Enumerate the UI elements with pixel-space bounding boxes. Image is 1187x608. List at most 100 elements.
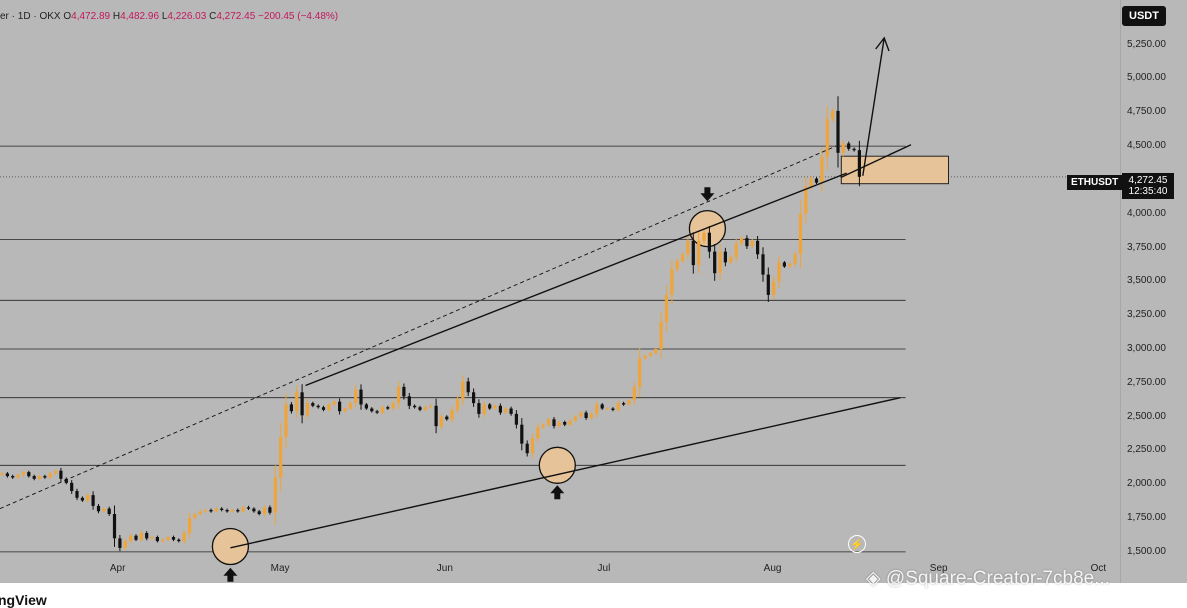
candle-down	[611, 408, 615, 410]
candle-up	[627, 400, 631, 405]
lightning-icon[interactable]: ⚡	[848, 535, 866, 553]
chart-area[interactable]	[0, 0, 1120, 583]
watermark: ◈ @Square-Creator-7cb8e...	[866, 567, 1110, 590]
candle-up	[648, 353, 652, 356]
open-value: 4,472.89	[71, 11, 111, 22]
candle-down	[91, 495, 95, 506]
ohlc-legend: er · 1D · OKX O4,472.89 H4,482.96 L4,226…	[0, 11, 339, 22]
dashed-trend-line	[0, 145, 837, 510]
candle-down	[359, 389, 363, 405]
candle-up	[632, 386, 636, 401]
candle-down	[514, 413, 518, 425]
price-tick-label: 3,250.00	[1127, 309, 1166, 321]
candle-down	[134, 535, 138, 540]
candle-down	[107, 508, 111, 514]
price-tick-label: 4,500.00	[1127, 140, 1166, 152]
candle-down	[220, 508, 224, 510]
candle-up	[423, 407, 427, 410]
candle-up	[670, 269, 674, 295]
candle-down	[600, 404, 604, 409]
candle-up	[284, 404, 288, 437]
candle-up	[0, 473, 4, 475]
price-tick-label: 1,500.00	[1127, 545, 1166, 557]
candle-down	[252, 508, 256, 512]
candle-up	[606, 408, 610, 410]
candle-up	[37, 476, 42, 479]
candle-down	[209, 510, 213, 512]
candle-up	[214, 508, 218, 512]
candle-down	[32, 476, 36, 479]
candle-down	[814, 178, 819, 183]
candle-down	[268, 507, 272, 513]
candle-up	[263, 507, 267, 515]
candle-up	[150, 537, 154, 539]
candle-up	[343, 408, 347, 412]
candle-up	[439, 416, 443, 427]
candle-down	[321, 407, 326, 410]
candle-up	[659, 321, 663, 349]
candle-down	[498, 405, 502, 413]
trend-line	[305, 172, 847, 387]
projection-arrow-line	[862, 37, 885, 176]
candle-up	[279, 436, 283, 478]
time-tick-label: Apr	[109, 563, 126, 574]
price-tick-label: 2,250.00	[1127, 444, 1166, 456]
candle-down	[761, 254, 765, 275]
candle-up	[579, 412, 583, 417]
price-tick-label: 4,000.00	[1127, 207, 1166, 219]
candle-up	[305, 403, 310, 416]
candle-down	[11, 476, 15, 478]
candle-up	[295, 392, 299, 412]
candle-down	[445, 416, 449, 420]
candle-up	[348, 403, 352, 409]
candle-down	[386, 407, 390, 409]
candle-up	[166, 537, 170, 540]
candle-down	[370, 408, 374, 412]
candle-up	[638, 358, 642, 387]
candle-down	[338, 401, 342, 412]
close-value: 4,272.45	[216, 11, 256, 22]
price-tick-label: 2,000.00	[1127, 478, 1166, 490]
candle-up	[772, 281, 776, 295]
candle-down	[27, 472, 31, 477]
candle-down	[145, 533, 149, 539]
candle-down	[112, 514, 117, 539]
candle-up	[273, 477, 277, 513]
projection-arrow-head	[875, 36, 890, 52]
candle-down	[418, 407, 422, 410]
candle-up	[198, 511, 202, 514]
arrow-up-icon	[550, 485, 565, 500]
candle-up	[391, 403, 395, 409]
candle-up	[573, 416, 577, 421]
candle-up	[750, 240, 754, 247]
candle-up	[241, 507, 245, 512]
candle-down	[236, 510, 240, 512]
candle-up	[504, 408, 508, 413]
candle-down	[177, 539, 181, 542]
candle-down	[745, 238, 749, 247]
candle-down	[246, 507, 251, 509]
candle-up	[530, 438, 535, 454]
candle-up	[616, 403, 620, 410]
time-tick-label: May	[270, 563, 290, 574]
candle-up	[123, 541, 127, 548]
candle-down	[622, 403, 626, 405]
candle-up	[450, 409, 454, 420]
candle-up	[804, 186, 808, 214]
price-chart[interactable]	[0, 0, 1120, 583]
candle-up	[718, 251, 722, 274]
candle-up	[541, 424, 545, 428]
candle-down	[70, 482, 74, 491]
candle-down	[96, 505, 101, 512]
candle-down	[43, 476, 47, 478]
candle-up	[193, 514, 197, 519]
time-tick-label: Aug	[763, 563, 782, 574]
watermark-text: @Square-Creator-7cb8e...	[885, 568, 1111, 589]
currency-button[interactable]: USDT	[1122, 6, 1166, 26]
candle-down	[509, 408, 513, 414]
candle-down	[723, 251, 727, 263]
bar-countdown: 12:35:40	[1128, 186, 1168, 197]
price-axis[interactable]: 1,500.00 1,750.00 2,000.00 2,250.00 2,500.00…	[1120, 0, 1187, 583]
candle-down	[847, 143, 851, 149]
candle-down	[472, 392, 476, 404]
